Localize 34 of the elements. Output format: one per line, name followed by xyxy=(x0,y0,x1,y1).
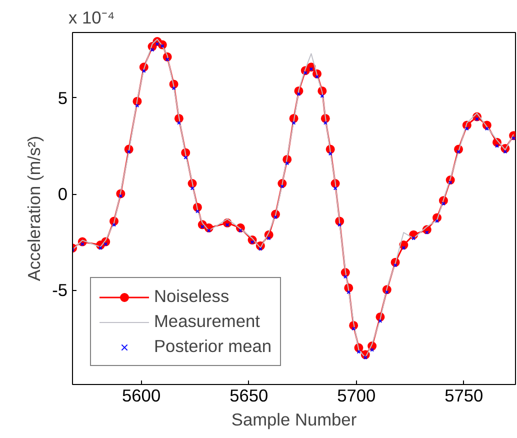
x-tick-label: 5650 xyxy=(230,386,268,406)
point xyxy=(320,94,324,98)
point xyxy=(135,104,140,108)
point xyxy=(503,150,508,154)
point xyxy=(323,120,328,125)
legend-label: Posterior mean xyxy=(154,336,272,357)
point xyxy=(190,186,194,190)
point xyxy=(292,120,296,125)
point xyxy=(196,209,200,214)
text: x 10⁻⁴ xyxy=(68,8,115,28)
point xyxy=(285,161,290,166)
point xyxy=(150,48,154,52)
x-tick-label: 5600 xyxy=(122,386,161,406)
point xyxy=(393,263,398,268)
legend-label: Noiseless xyxy=(154,286,230,307)
y-tick-label: 0 xyxy=(58,184,68,204)
y-axis-title: Acceleration (m/s²) xyxy=(24,136,44,282)
point xyxy=(172,86,176,90)
point xyxy=(363,356,368,360)
point xyxy=(126,150,131,154)
x-axis-title: Sample Number xyxy=(231,410,357,430)
x-tick-label: 5750 xyxy=(444,386,484,406)
legend-label: Measurement xyxy=(154,311,260,332)
point xyxy=(370,348,374,352)
y-tick-label: -5 xyxy=(52,280,68,300)
x-tick-label: 5700 xyxy=(337,386,376,406)
point xyxy=(266,236,271,240)
point xyxy=(328,152,332,156)
point xyxy=(280,184,284,188)
point xyxy=(448,180,452,184)
point xyxy=(333,186,338,190)
point xyxy=(343,274,348,279)
point xyxy=(356,350,361,354)
y-tick-label: 5 xyxy=(58,88,68,108)
